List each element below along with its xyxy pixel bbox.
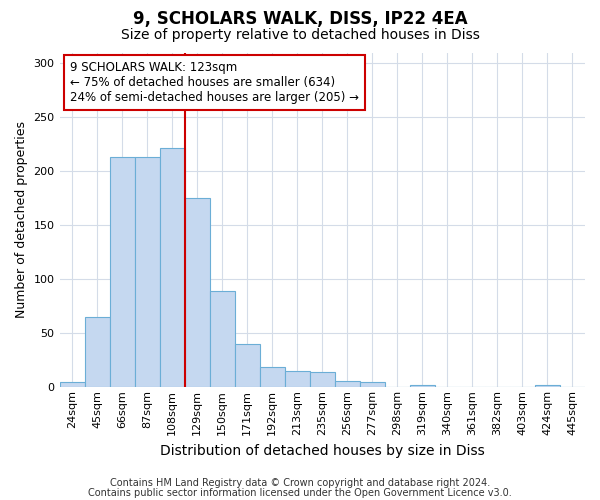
Bar xyxy=(260,366,285,388)
X-axis label: Distribution of detached houses by size in Diss: Distribution of detached houses by size … xyxy=(160,444,485,458)
Bar xyxy=(360,382,385,388)
Bar xyxy=(535,385,560,388)
Bar xyxy=(410,385,435,388)
Bar xyxy=(209,291,235,388)
Y-axis label: Number of detached properties: Number of detached properties xyxy=(15,122,28,318)
Bar xyxy=(310,372,335,388)
Bar xyxy=(235,344,260,388)
Bar xyxy=(110,157,134,388)
Bar xyxy=(160,148,185,388)
Text: Contains public sector information licensed under the Open Government Licence v3: Contains public sector information licen… xyxy=(88,488,512,498)
Text: Size of property relative to detached houses in Diss: Size of property relative to detached ho… xyxy=(121,28,479,42)
Text: 9 SCHOLARS WALK: 123sqm
← 75% of detached houses are smaller (634)
24% of semi-d: 9 SCHOLARS WALK: 123sqm ← 75% of detache… xyxy=(70,61,359,104)
Bar xyxy=(134,157,160,388)
Text: Contains HM Land Registry data © Crown copyright and database right 2024.: Contains HM Land Registry data © Crown c… xyxy=(110,478,490,488)
Text: 9, SCHOLARS WALK, DISS, IP22 4EA: 9, SCHOLARS WALK, DISS, IP22 4EA xyxy=(133,10,467,28)
Bar xyxy=(285,371,310,388)
Bar xyxy=(59,382,85,388)
Bar xyxy=(85,317,110,388)
Bar xyxy=(185,198,209,388)
Bar xyxy=(335,381,360,388)
